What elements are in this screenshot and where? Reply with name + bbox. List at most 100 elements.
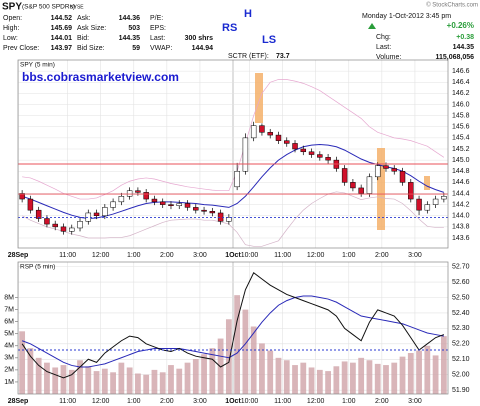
volume-bar — [300, 362, 307, 394]
y-tick-label: 145.8 — [452, 112, 470, 119]
volume-bar — [101, 368, 108, 394]
volume-bar — [60, 365, 67, 394]
quote-label: Ask: — [77, 15, 91, 22]
plot-area — [18, 60, 448, 248]
candle-body — [284, 140, 290, 144]
quote-label: Last: — [150, 35, 165, 42]
panel-title: RSP (5 min) — [20, 264, 55, 271]
y-tick-label: 52.00 — [452, 372, 470, 379]
candle-body — [126, 190, 133, 197]
candle-body — [184, 203, 191, 208]
y-tick-label: 144.4 — [452, 190, 470, 197]
quote-label: Low: — [3, 35, 18, 42]
volume-bar — [225, 319, 232, 394]
volume-bar — [192, 359, 199, 394]
candle-body — [259, 125, 265, 133]
x-tick-label: 3:00 — [408, 252, 422, 259]
x-tick-label: 2:00 — [160, 252, 174, 259]
candle-body — [383, 165, 389, 169]
x-tick-label: 3:00 — [408, 398, 422, 405]
volume-bar — [151, 369, 158, 394]
series-line — [21, 295, 444, 368]
annotation: LS — [262, 34, 276, 46]
candle-body — [77, 221, 83, 229]
candle-body — [242, 137, 249, 172]
quote-value: 300 shrs — [185, 35, 214, 42]
x-tick-label: 12:00 — [92, 252, 110, 259]
volume-bar — [416, 350, 422, 394]
candle-body — [151, 198, 158, 203]
y-tick-label: 143.8 — [452, 224, 470, 231]
volume-bar — [143, 374, 150, 394]
security-name: (S&P 500 SPDRs) — [22, 4, 75, 11]
volume-bar — [35, 357, 42, 394]
x-tick-label: 3:00 — [193, 398, 207, 405]
candle-body — [60, 226, 67, 232]
volume-bar — [283, 360, 290, 394]
symbol: SPY — [2, 2, 22, 13]
volume-bar — [259, 343, 265, 394]
overlay-line — [21, 191, 444, 247]
quote-value: +0.38 — [456, 34, 474, 41]
x-tick-label: 11:00 — [274, 252, 291, 259]
volume-bar — [27, 348, 34, 394]
y-tick-label: 51.90 — [452, 387, 470, 394]
candle-body — [416, 198, 422, 211]
quote-value: 59 — [132, 45, 140, 52]
panels: 28Sep 11:00 12:00 1:00 2:00 3:00 1Oct 10:00 11:0… — [4, 59, 470, 405]
volume-bar — [316, 369, 323, 394]
overlay-line — [22, 79, 445, 200]
candle-body — [193, 207, 199, 211]
volume-bar — [366, 360, 373, 394]
candle-body — [143, 192, 149, 200]
candle-body — [366, 176, 373, 194]
quote-value: 144.94 — [192, 45, 214, 52]
y-tick-label: 52.60 — [452, 279, 470, 286]
volume-bar — [333, 366, 340, 394]
series-line — [21, 272, 445, 379]
overlay-line — [21, 144, 445, 220]
y-tick-label: 146.6 — [452, 68, 470, 75]
quote-label: Last: — [376, 44, 391, 51]
candle-body — [35, 209, 42, 219]
quote-label: EPS: — [150, 25, 166, 32]
x-tick-label: 10:00 — [241, 398, 259, 405]
quote-label: Bid Size: — [77, 45, 105, 52]
candle-body — [234, 170, 240, 188]
volume-bar — [358, 357, 365, 394]
x-tick-label: 2:00 — [160, 398, 174, 405]
volume-bar — [341, 361, 348, 394]
candle-body — [325, 157, 331, 161]
y2-tick-label: 5M — [4, 331, 14, 338]
volume-bar — [391, 362, 398, 394]
y-tick-label: 146.0 — [452, 101, 470, 108]
y-tick-label: 52.30 — [452, 325, 470, 332]
y2-tick-label: 3M — [4, 355, 14, 362]
y-tick-label: 52.40 — [452, 310, 470, 317]
candle-body — [391, 168, 397, 172]
quote-value: 144.35 — [119, 35, 141, 42]
x-tick-label: 1:00 — [342, 398, 356, 405]
volume-bar — [176, 368, 183, 394]
y-tick-label: 52.20 — [452, 341, 470, 348]
x-tick-label: 1Oct — [225, 398, 241, 405]
quote-value: 145.69 — [51, 25, 73, 32]
y-tick-label: 52.50 — [452, 294, 470, 301]
volume-bar — [275, 357, 282, 394]
y-tick-label: 144.8 — [452, 168, 470, 175]
candle-body — [201, 209, 207, 212]
y-tick-label: 143.6 — [452, 235, 470, 242]
candle-body — [226, 217, 232, 222]
quote-label: Volume: — [376, 54, 401, 61]
exchange: NYSE — [70, 4, 84, 10]
candle-body — [118, 196, 125, 203]
candle-body — [19, 193, 25, 200]
quote-label: Prev Close: — [3, 45, 39, 52]
y-tick-label: 145.0 — [452, 157, 470, 164]
volume-bar — [234, 295, 241, 394]
candle-body — [168, 204, 174, 206]
y-tick-label: 145.4 — [452, 135, 470, 142]
x-tick-label: 1:00 — [342, 252, 356, 259]
annotation: H — [244, 8, 252, 20]
